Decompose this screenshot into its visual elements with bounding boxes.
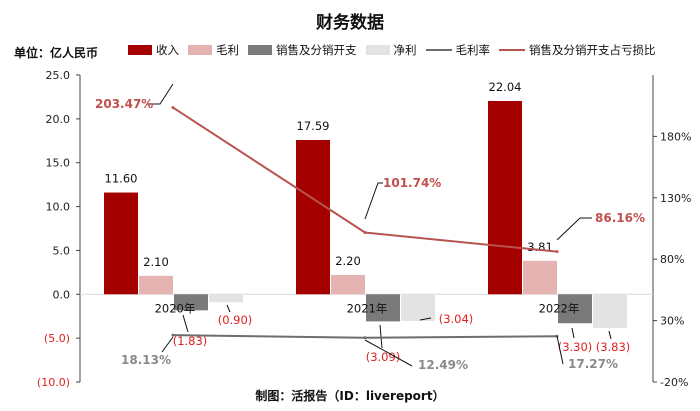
left-tick-label: 20.0 (46, 113, 71, 126)
selling-expense-bar (366, 294, 400, 322)
legend-swatch-gross-profit (188, 45, 212, 55)
net-profit-bar (401, 294, 435, 321)
page-title: 财务数据 (316, 13, 384, 33)
expense-loss-ratio-data-label: 86.16% (595, 211, 645, 225)
legend-item-selling-expense: 销售及分销开支 (248, 42, 357, 58)
net-profit-leader-line (608, 330, 612, 340)
legend-label-expense-loss-ratio: 销售及分销开支占亏损比 (529, 43, 656, 57)
category-label: 2022年 (539, 301, 580, 315)
gross-margin-data-label: 18.13% (121, 353, 171, 367)
net-profit-leader-line (226, 304, 231, 313)
left-tick-label: 15.0 (46, 157, 71, 170)
legend-item-expense-loss-ratio: 销售及分销开支占亏损比 (499, 42, 656, 58)
expense-loss-ratio-point (171, 106, 175, 110)
right-tick-label: -20% (660, 376, 688, 389)
legend-swatch-expense-loss-ratio (499, 49, 525, 51)
legend-label-revenue: 收入 (156, 43, 179, 57)
legend-item-revenue: 收入 (128, 42, 179, 58)
category-label: 2021年 (347, 301, 388, 315)
expense-loss-ratio-point (555, 250, 559, 254)
right-tick-label: 130% (660, 192, 691, 205)
selling-expense-data-label: (3.30) (558, 340, 593, 354)
gross-margin-point (171, 333, 175, 337)
gross-margin-leader-line (161, 336, 174, 353)
expense-loss-ratio-point (363, 231, 367, 235)
legend-label-selling-expense: 销售及分销开支 (276, 43, 357, 57)
selling-expense-leader-line (182, 314, 189, 333)
gross-margin-leader-line (556, 335, 564, 365)
selling-expense-bar (558, 294, 592, 324)
gross-profit-bar (523, 260, 557, 295)
expense-loss-ratio-leader-line (147, 83, 174, 105)
selling-expense-data-label: (1.83) (173, 334, 208, 348)
legend-label-net-profit: 净利 (393, 43, 417, 57)
net-profit-bar (593, 294, 627, 328)
expense-loss-ratio-leader-line (364, 182, 383, 220)
chart-legend: 收入 毛利 销售及分销开支 净利 毛利率 销售及分销开支占亏损比 (128, 42, 665, 58)
legend-swatch-revenue (128, 45, 152, 55)
left-tick-label: 5.0 (53, 244, 71, 257)
selling-expense-data-label: (3.09) (366, 350, 401, 364)
revenue-data-label: 11.60 (105, 172, 138, 186)
net-profit-bar (209, 294, 243, 303)
legend-swatch-gross-margin (425, 49, 452, 51)
left-tick-label: 25.0 (46, 69, 71, 82)
revenue-bar (488, 100, 522, 295)
legend-item-gross-margin: 毛利率 (425, 42, 491, 58)
legend-item-net-profit: 净利 (365, 42, 417, 58)
left-tick-label: (10.0) (37, 376, 70, 389)
left-tick-label: 0.0 (53, 288, 71, 301)
revenue-bar (296, 139, 330, 295)
category-label: 2020年 (155, 301, 196, 315)
gross-profit-bar (139, 275, 173, 295)
gross-profit-bar (331, 274, 365, 295)
expense-loss-ratio-data-label: 203.47% (95, 97, 153, 111)
footer-credit: 制图：活报告（ID：livereport） (255, 389, 445, 403)
revenue-bar (104, 192, 138, 295)
gross-margin-data-label: 17.27% (568, 357, 618, 371)
unit-label: 单位：亿人民币 (14, 46, 99, 60)
legend-label-gross-profit: 毛利 (216, 43, 239, 57)
net-profit-leader-line (419, 317, 432, 321)
selling-expense-bar (174, 294, 208, 311)
gross-margin-point (363, 336, 367, 340)
right-tick-label: 30% (660, 315, 684, 328)
selling-expense-leader-line (571, 327, 575, 339)
legend-label-gross-margin: 毛利率 (455, 43, 491, 57)
right-tick-label: 80% (660, 253, 684, 266)
net-profit-data-label: (0.90) (218, 313, 253, 327)
gross-margin-data-label: 12.49% (418, 358, 468, 372)
legend-swatch-net-profit (365, 45, 390, 55)
left-tick-label: 10.0 (46, 201, 71, 214)
expense-loss-ratio-data-label: 101.74% (383, 176, 441, 190)
right-tick-label: 180% (660, 130, 691, 143)
revenue-data-label: 22.04 (489, 80, 522, 94)
expense-loss-ratio-leader-line (556, 217, 592, 241)
selling-expense-leader-line (379, 324, 383, 349)
net-profit-data-label: (3.04) (439, 312, 474, 326)
gross-margin-leader-line (364, 339, 413, 367)
legend-item-gross-profit: 毛利 (188, 42, 239, 58)
legend-swatch-selling-expense (248, 45, 272, 55)
gross-profit-data-label: 2.20 (335, 254, 361, 268)
gross-profit-data-label: 2.10 (143, 255, 169, 269)
net-profit-data-label: (3.83) (596, 340, 631, 354)
left-tick-label: (5.0) (44, 332, 70, 345)
revenue-data-label: 17.59 (297, 119, 330, 133)
